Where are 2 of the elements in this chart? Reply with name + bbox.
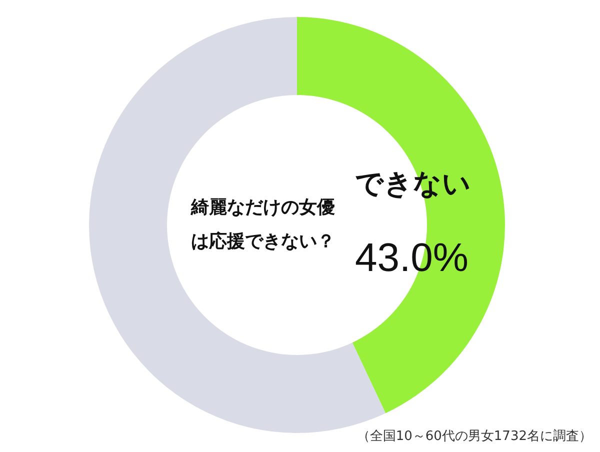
text: （全国10～60代の男女1732名に調査）: [356, 429, 592, 444]
text: 綺麗なだけの女優は応援できない？: [190, 197, 335, 252]
